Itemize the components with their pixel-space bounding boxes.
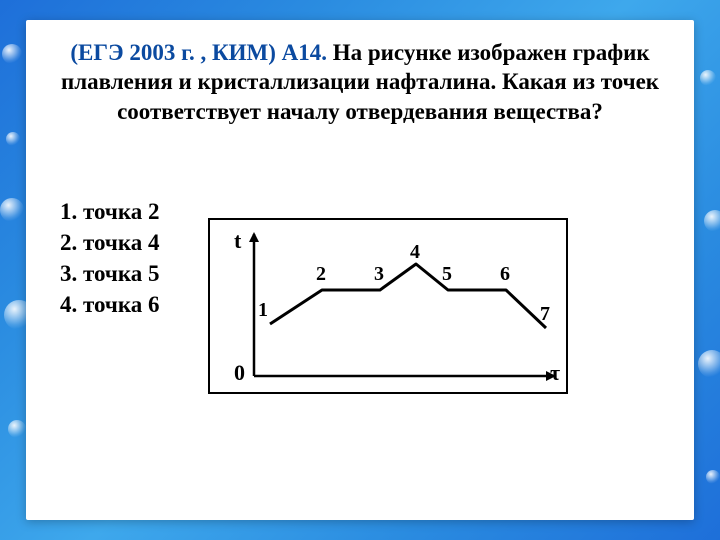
answer-option: 3. точка 5	[60, 258, 160, 289]
bubble	[2, 44, 22, 64]
svg-text:5: 5	[442, 263, 452, 285]
answer-option: 2. точка 4	[60, 227, 160, 258]
svg-text:3: 3	[374, 263, 384, 285]
bubble	[700, 70, 716, 86]
svg-text:τ: τ	[550, 360, 560, 385]
bubble	[698, 350, 720, 378]
chart-svg: t τ 0 1 2 3 45 6 7	[210, 220, 570, 396]
question-text: (ЕГЭ 2003 г. , КИМ) А14. На рисунке изоб…	[54, 38, 666, 126]
chart-box: t τ 0 1 2 3 45 6 7	[208, 218, 568, 394]
content-row: 1. точка 22. точка 43. точка 54. точка 6…	[54, 196, 666, 394]
svg-text:1: 1	[258, 299, 268, 321]
bubble	[8, 420, 26, 438]
svg-text:7: 7	[540, 303, 550, 325]
svg-text:0: 0	[234, 360, 245, 385]
answer-option: 4. точка 6	[60, 289, 160, 320]
svg-text:6: 6	[500, 263, 510, 285]
svg-text:2: 2	[316, 263, 326, 285]
slide-card: (ЕГЭ 2003 г. , КИМ) А14. На рисунке изоб…	[26, 20, 694, 520]
chart-container: t τ 0 1 2 3 45 6 7	[208, 218, 568, 394]
question-lead: (ЕГЭ 2003 г. , КИМ) А14.	[70, 40, 327, 65]
bubble	[0, 198, 24, 222]
bubble	[706, 470, 720, 484]
bubble	[704, 210, 720, 232]
svg-text:4: 4	[410, 241, 420, 263]
svg-text:t: t	[234, 228, 242, 253]
answer-option: 1. точка 2	[60, 196, 160, 227]
bubble	[6, 132, 20, 146]
answer-options: 1. точка 22. точка 43. точка 54. точка 6	[60, 196, 160, 320]
